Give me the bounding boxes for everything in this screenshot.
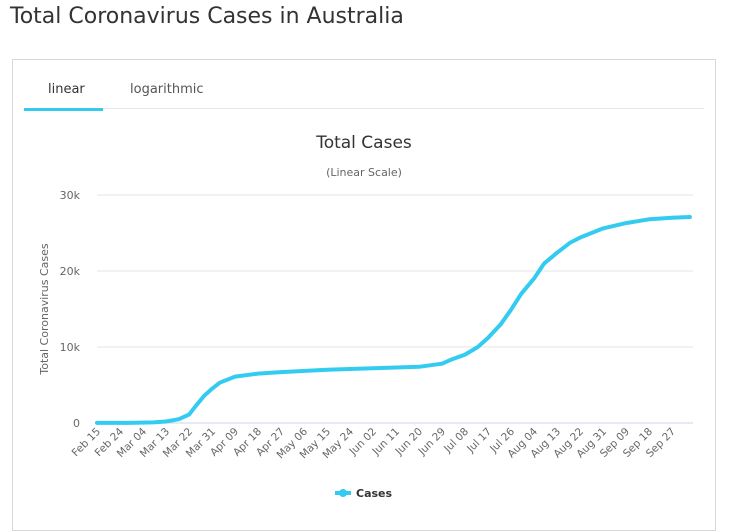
y-tick-label: 30k — [60, 189, 81, 202]
y-tick-label: 20k — [60, 265, 81, 278]
y-tick-label: 10k — [60, 341, 81, 354]
legend-item-cases[interactable]: Cases — [335, 487, 393, 500]
legend-label: Cases — [356, 487, 393, 500]
y-tick-label: 0 — [73, 417, 80, 430]
x-tick-label: Jul 08 — [441, 426, 471, 456]
chart-subtitle: (Linear Scale) — [326, 166, 402, 179]
x-tick-label: Jul 17 — [464, 426, 494, 456]
chart-title: Total Cases — [315, 133, 412, 153]
y-axis-label: Total Coronavirus Cases — [38, 243, 51, 376]
legend-marker — [339, 489, 347, 497]
series-line-cases — [97, 217, 690, 423]
chart: Total Cases (Linear Scale) Total Coronav… — [0, 0, 731, 509]
